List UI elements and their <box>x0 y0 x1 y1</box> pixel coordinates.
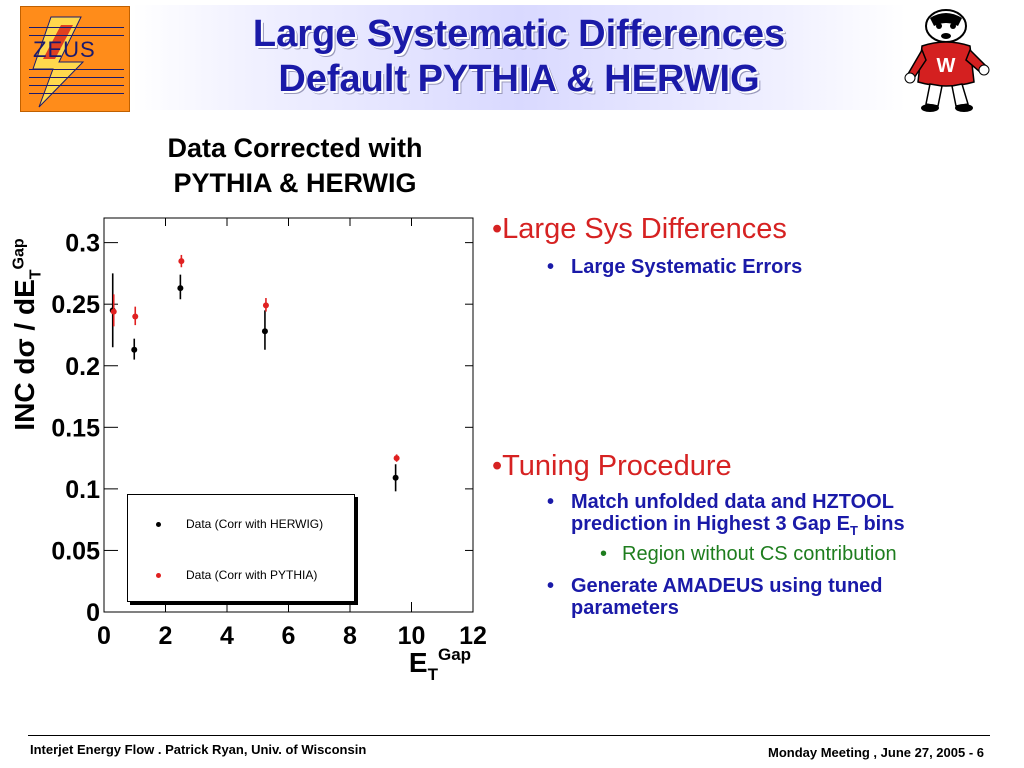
legend-marker-herwig <box>156 522 161 527</box>
y-tick-label: 0.1 <box>65 476 100 504</box>
bullet-region: Region without CS contribution <box>622 543 897 565</box>
data-point <box>262 302 269 309</box>
y-tick-label: 0 <box>86 599 100 627</box>
slide-title-line1: Large Systematic Differences <box>252 13 786 55</box>
badger-mascot-icon: W <box>904 9 990 112</box>
svg-text:W: W <box>937 55 956 77</box>
x-tick-label: 6 <box>282 622 296 650</box>
data-point <box>261 328 268 335</box>
slide-title-line2: Default PYTHIA & HERWIG <box>278 58 760 100</box>
data-point <box>177 285 184 292</box>
zeus-logo: ZEUS <box>20 6 130 112</box>
x-axis-label: ETGap <box>408 645 472 684</box>
data-point <box>132 313 139 320</box>
data-point <box>131 346 138 353</box>
footer-left: Interjet Energy Flow . Patrick Ryan, Uni… <box>30 742 367 757</box>
bullet-large-sys: •Large Sys Differences <box>492 213 787 245</box>
legend-marker-pythia <box>156 573 161 578</box>
legend-entry-pythia: Data (Corr with PYTHIA) <box>128 566 354 586</box>
bullet-match: Match unfolded data and HZTOOL predictio… <box>571 491 905 538</box>
y-tick-label: 0.3 <box>65 230 100 258</box>
y-tick-label: 0.25 <box>51 291 100 319</box>
title-band <box>132 5 906 110</box>
bullet-large-sys-errors: Large Systematic Errors <box>571 256 803 278</box>
x-tick-label: 8 <box>343 622 357 650</box>
chart-heading: Data Corrected with PYTHIA & HERWIG <box>100 131 490 201</box>
data-point <box>110 308 117 315</box>
bullet-marker: • <box>547 256 555 278</box>
legend-label-pythia: Data (Corr with PYTHIA) <box>186 568 318 582</box>
x-tick-label: 2 <box>159 622 173 650</box>
footer-right: Monday Meeting , June 27, 2005 - 6 <box>767 745 984 760</box>
chart-heading-line2: PYTHIA & HERWIG <box>173 168 417 198</box>
slide-title: Large Systematic Differences Default PYT… <box>132 12 906 102</box>
bullet-marker: • <box>547 491 555 513</box>
y-tick-label: 0.15 <box>51 414 100 442</box>
x-tick-label: 4 <box>220 622 234 650</box>
zeus-logo-text: ZEUS <box>33 37 96 62</box>
data-point <box>393 455 400 462</box>
bullet-tuning: •Tuning Procedure <box>492 450 732 482</box>
x-tick-label: 12 <box>459 622 487 650</box>
x-tick-label: 0 <box>97 622 111 650</box>
chart-legend: Data (Corr with HERWIG) Data (Corr with … <box>127 494 355 602</box>
y-tick-label: 0.05 <box>51 537 100 565</box>
legend-label-herwig: Data (Corr with HERWIG) <box>186 517 324 531</box>
y-tick-label: 0.2 <box>65 353 100 381</box>
bullet-marker: • <box>600 543 608 565</box>
bullet-marker: • <box>547 575 555 597</box>
data-point <box>178 258 185 265</box>
bullet-generate: Generate AMADEUS using tuned parameters <box>571 575 883 619</box>
y-axis-label: INC dσ / dETGap <box>8 238 45 431</box>
legend-entry-herwig: Data (Corr with HERWIG) <box>128 515 354 535</box>
x-tick-label: 10 <box>398 622 426 650</box>
footer-divider <box>28 735 990 736</box>
data-point <box>392 474 399 481</box>
chart-heading-line1: Data Corrected with <box>167 133 423 163</box>
